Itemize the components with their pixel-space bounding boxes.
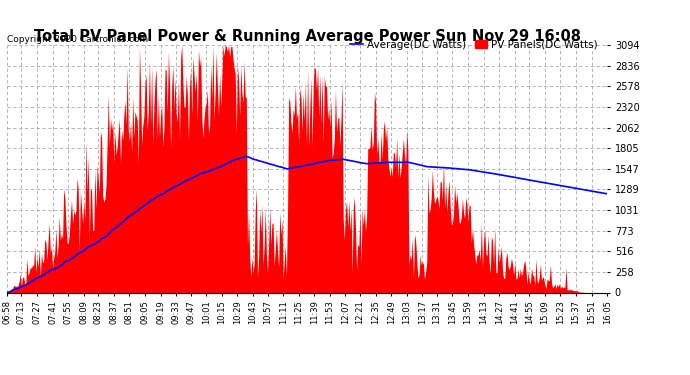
Legend: Average(DC Watts), PV Panels(DC Watts): Average(DC Watts), PV Panels(DC Watts) [346, 35, 602, 54]
Text: Copyright 2020 Cartronics.com: Copyright 2020 Cartronics.com [7, 35, 148, 44]
Title: Total PV Panel Power & Running Average Power Sun Nov 29 16:08: Total PV Panel Power & Running Average P… [34, 29, 580, 44]
